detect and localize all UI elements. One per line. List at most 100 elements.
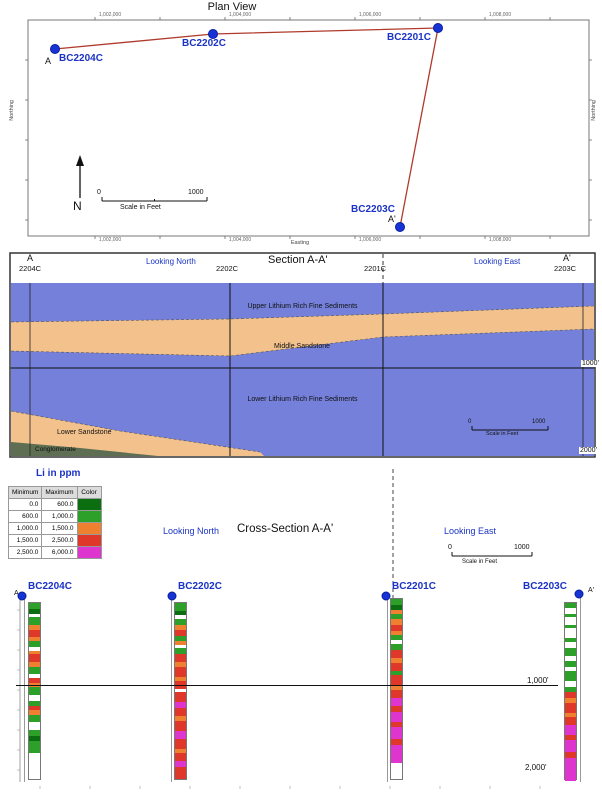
- plan-borehole-label: BC2202C: [182, 38, 226, 49]
- plan-bottom-tick-label: 1,004,000: [228, 237, 252, 243]
- strip-segment: [175, 761, 186, 767]
- plan-top-tick-label: 1,006,000: [358, 12, 382, 18]
- strip-segment: [391, 745, 402, 763]
- xsec-borehole-axis: [580, 598, 581, 782]
- strip-segment: [565, 740, 576, 752]
- plan-bottom-axis-title: Easting: [290, 240, 310, 246]
- xsec-borehole-label: BC2204C: [28, 581, 72, 592]
- plan-bottom-tick-label: 1,002,000: [98, 237, 122, 243]
- plan-axis-ticks: [25, 17, 592, 239]
- strip-segment: [175, 767, 186, 779]
- strip-segment: [565, 608, 576, 614]
- xsec-bottom-axis-ticks: [39, 786, 541, 789]
- plan-title: Plan View: [207, 1, 257, 13]
- xsec-endpoint-a: A: [14, 590, 19, 597]
- legend-row: 2,500.0 6,000.0: [7, 546, 102, 559]
- legend-header-minimum: Minimum: [7, 486, 43, 499]
- strip-segment: [175, 753, 186, 761]
- xsec-borehole-dot: [574, 589, 584, 599]
- section-panel-border: [9, 252, 596, 458]
- strip-segment: [565, 642, 576, 648]
- xsec-scale-start: 0: [448, 544, 452, 551]
- section-scale-caption: Scale in Feet: [486, 431, 519, 437]
- plan-left-axis-title: Northing: [9, 100, 15, 121]
- plan-borehole-label: BC2204C: [59, 53, 103, 64]
- plan-borehole-label: BC2201C: [387, 32, 431, 43]
- section-endpoint-a: A: [45, 56, 52, 66]
- section-traverse-line: [54, 27, 439, 228]
- section-hole-2202-label: 2202C: [216, 264, 239, 273]
- section-hole-2204-label: 2204C: [19, 264, 42, 273]
- section-middle-sandstone: [11, 306, 594, 356]
- layer-label-conglomerate: Conglomerate: [35, 446, 76, 453]
- strip-segment: [391, 605, 402, 610]
- xsec-1000ft-line: [16, 685, 558, 686]
- strip-segment: [391, 614, 402, 619]
- strip-segment: [29, 701, 40, 706]
- legend-title: Li in ppm: [36, 468, 81, 479]
- strip-segment: [175, 689, 186, 692]
- strip-segment: [29, 630, 40, 637]
- strip-segment: [29, 674, 40, 678]
- strip-segment: [565, 667, 576, 671]
- xsec-looking-north-label: Looking North: [163, 526, 220, 536]
- xsec-borehole-label: BC2201C: [392, 581, 436, 592]
- xsec-borehole-dot: [381, 591, 391, 601]
- strip-segment: [29, 730, 40, 736]
- strip-segment: [391, 635, 402, 640]
- contact-line-upper: [10, 305, 595, 323]
- plan-borehole-dot: [433, 23, 443, 33]
- strip-segment: [391, 663, 402, 671]
- strip-segment: [29, 637, 40, 641]
- strip-segment: [175, 662, 186, 667]
- legend-row: 1,500.0 2,500.0: [7, 534, 102, 547]
- strip-segment: [565, 628, 576, 638]
- section-lower-sandstone: [11, 411, 264, 456]
- strip-segment: [565, 692, 576, 698]
- north-arrow-head: [76, 155, 84, 166]
- strip-segment: [29, 706, 40, 710]
- layer-label-upper-sediments: Upper Lithium Rich Fine Sediments: [247, 303, 358, 310]
- legend-max-value: 2,500.0: [41, 534, 78, 547]
- strip-segment: [391, 698, 402, 706]
- contact-line-lower: [10, 328, 595, 357]
- strip-segment: [391, 610, 402, 614]
- strip-segment: [565, 681, 576, 687]
- li-ppm-legend-table: Minimum Maximum Color 0.0 600.0 600.0 1,000…: [7, 486, 102, 559]
- strip-segment: [29, 695, 40, 701]
- xsec-scale-bar: [451, 552, 533, 557]
- xsec-borehole-axis: [171, 598, 172, 782]
- strip-segment: [175, 619, 186, 625]
- legend-row: 0.0 600.0: [7, 498, 102, 511]
- strip-segment: [391, 640, 402, 644]
- xsec-borehole-label: BC2202C: [178, 581, 222, 592]
- strip-segment: [565, 758, 576, 781]
- section-looking-east-label: Looking East: [474, 257, 521, 266]
- strip-segment: [175, 611, 186, 615]
- section-scale-start: 0: [468, 419, 472, 425]
- plan-bottom-tick-label: 1,008,000: [488, 237, 512, 243]
- section-endpoint-a-prime: A': [388, 214, 396, 224]
- section-looking-north-label: Looking North: [146, 257, 196, 266]
- strip-segment: [29, 715, 40, 722]
- strip-segment: [391, 685, 402, 690]
- contact-line-sandstone: [10, 410, 261, 453]
- legend-row: 600.0 1,000.0: [7, 510, 102, 523]
- strip-segment: [565, 713, 576, 717]
- strip-segment: [175, 645, 186, 648]
- strip-segment: [29, 609, 40, 614]
- legend-max-value: 6,000.0: [41, 546, 78, 559]
- strip-segment: [175, 702, 186, 708]
- section-scale-end: 1000: [532, 419, 546, 425]
- strip-segment: [391, 675, 402, 685]
- strip-segment: [175, 731, 186, 739]
- strip-segment: [391, 690, 402, 698]
- xsec-borehole-label: BC2203C: [523, 581, 567, 592]
- xsec-borehole-dot: [167, 591, 177, 601]
- xsec-strip-log: [390, 598, 403, 780]
- legend-color-swatch: [76, 498, 102, 511]
- legend-color-swatch: [76, 522, 102, 535]
- plan-borehole-dot: [208, 29, 218, 39]
- strip-segment: [565, 752, 576, 758]
